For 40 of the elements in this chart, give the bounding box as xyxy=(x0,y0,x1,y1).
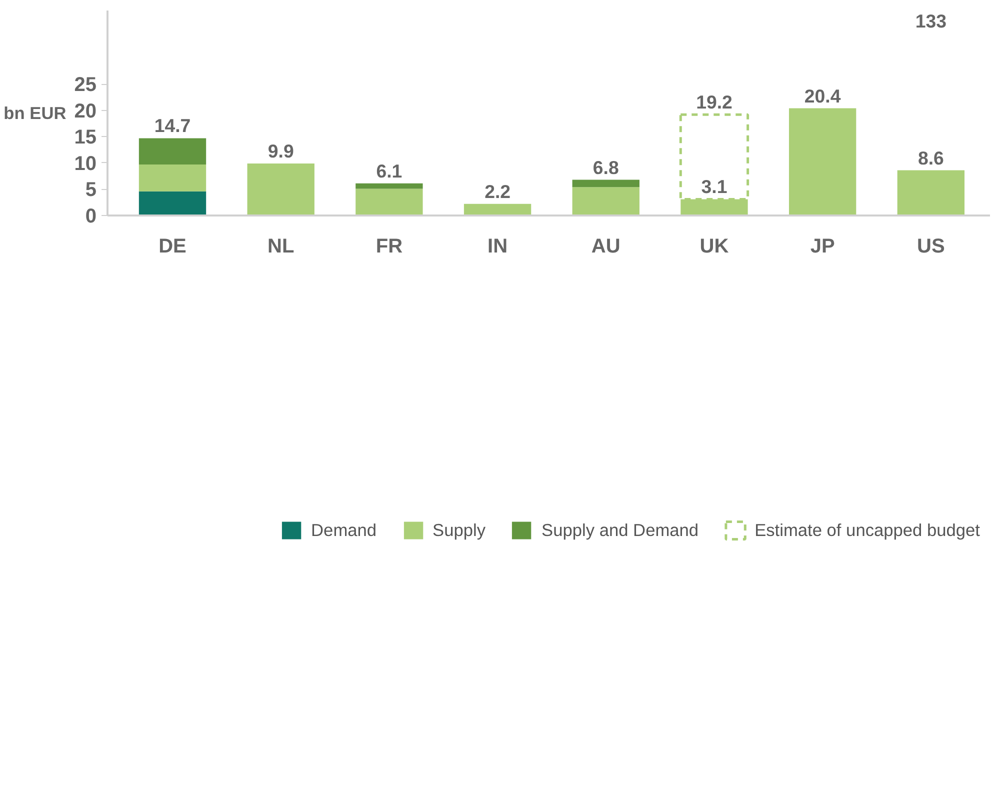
x-tick-label: DE xyxy=(158,236,186,258)
annotation: 19.2 xyxy=(696,92,732,113)
annotation: 6.8 xyxy=(592,156,619,178)
x-tick-label: US xyxy=(917,236,945,258)
y-tick-label: 20 xyxy=(74,100,97,122)
bar xyxy=(572,180,640,188)
legend-label: Supply xyxy=(432,520,486,540)
bar xyxy=(356,183,423,189)
y-axis-title: bn EUR xyxy=(4,103,67,123)
bar xyxy=(138,191,206,216)
bar xyxy=(138,138,206,165)
x-tick-label: IN xyxy=(488,236,508,258)
annotation: 3.1 xyxy=(701,176,728,198)
bar xyxy=(897,170,964,216)
y-tick-label: 25 xyxy=(74,74,97,96)
annotation: 9.9 xyxy=(268,140,294,162)
y-tick-label: 10 xyxy=(74,152,97,175)
y-tick-label: 15 xyxy=(74,126,97,149)
annotation: 8.6 xyxy=(918,147,944,168)
x-tick-label: FR xyxy=(376,236,404,258)
bar xyxy=(572,187,640,216)
x-tick-label: NL xyxy=(268,236,294,258)
annotation: 20.4 xyxy=(804,85,842,106)
x-tick-label: AU xyxy=(591,236,620,258)
bar xyxy=(247,163,314,215)
x-tick-label: JP xyxy=(810,236,835,258)
y-tick-label: 5 xyxy=(85,179,96,202)
legend-label: Estimate of uncapped budget xyxy=(754,520,980,540)
annotation: 14.7 xyxy=(154,115,191,136)
bar xyxy=(464,204,532,216)
annotation: 133 xyxy=(915,10,946,32)
y-tick-label: 0 xyxy=(85,206,96,228)
legend-label: Demand xyxy=(311,520,377,540)
bar xyxy=(138,164,206,192)
x-tick-label: UK xyxy=(700,236,730,258)
legend-label: Supply and Demand xyxy=(542,520,699,540)
bar xyxy=(788,108,856,216)
annotation: 2.2 xyxy=(484,180,511,202)
annotation: 6.1 xyxy=(376,160,402,182)
bar xyxy=(356,188,423,215)
